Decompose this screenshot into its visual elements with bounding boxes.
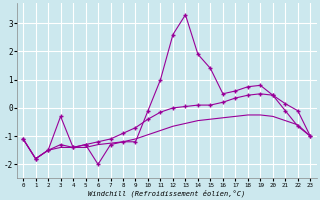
X-axis label: Windchill (Refroidissement éolien,°C): Windchill (Refroidissement éolien,°C) [88,189,245,197]
